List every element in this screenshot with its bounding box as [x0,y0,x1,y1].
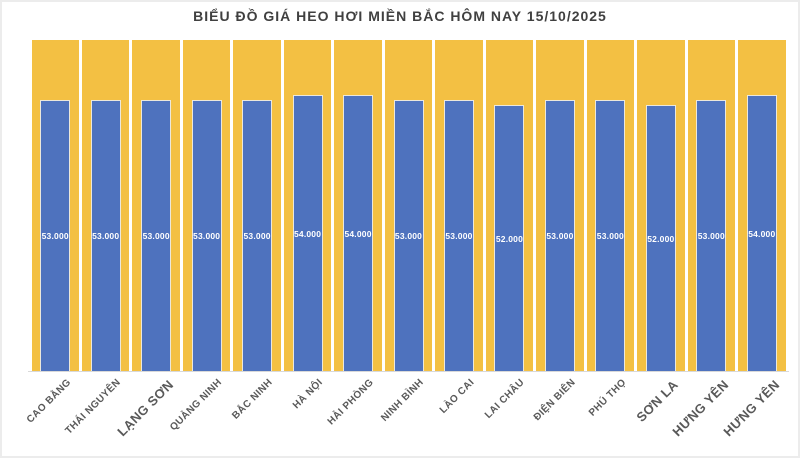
category-cell: 53.000 [535,40,585,371]
category-cell: 54.000 [737,40,787,371]
bar-value-label: 53.000 [92,231,120,242]
category-cell: 53.000 [30,40,80,371]
category-label: NINH BÌNH [379,377,427,424]
x-label-cell: PHÚ THỌ [585,377,635,457]
category-cell: 53.000 [131,40,181,371]
bar-value-label: 53.000 [41,231,69,242]
price-bar: 53.000 [596,101,625,371]
price-bar: 52.000 [495,106,524,371]
category-cell: 54.000 [282,40,332,371]
category-label: PHÚ THỌ [586,377,629,419]
price-bar: 54.000 [344,96,373,371]
category-cell: 53.000 [181,40,231,371]
category-cell: 53.000 [585,40,635,371]
price-bar: 54.000 [293,96,322,371]
price-bar: 53.000 [41,101,70,371]
price-bar: 53.000 [91,101,120,371]
bar-value-label: 53.000 [445,231,473,242]
price-bar: 53.000 [697,101,726,371]
bar-value-label: 52.000 [647,233,675,244]
category-cell: 52.000 [636,40,686,371]
x-label-cell: HẢI PHÒNG [325,377,383,457]
price-bar: 53.000 [545,101,574,371]
x-label-cell: SƠN LA [633,377,686,457]
category-cell: 53.000 [80,40,130,371]
price-bar: 52.000 [646,106,675,371]
price-bar: 53.000 [444,101,473,371]
category-label: ĐIỆN BIÊN [531,377,578,424]
x-label-cell: LÀO CAI [434,377,484,457]
x-axis-line [28,371,789,372]
category-label: HẢI PHÒNG [325,377,376,428]
category-label: BẮC NINH [230,377,275,422]
bar-value-label: 53.000 [596,231,624,242]
plot-area: 53.000 53.000 53.000 53.000 53.000 54.000 54.0… [30,40,787,371]
category-label: LÀO CAI [437,377,477,416]
category-cell: 53.000 [232,40,282,371]
bar-value-label: 53.000 [243,231,271,242]
x-label-cell: HÀ NỘI [282,377,332,457]
x-axis-labels: CAO BẰNG THÁI NGUYÊN LẠNG SƠN QUẢNG NINH BẮC… [24,377,787,457]
x-label-cell: QUẢNG NINH [168,377,231,457]
x-label-cell: ĐIỆN BIÊN [531,377,585,457]
price-bar: 54.000 [747,96,776,371]
x-label-cell: HƯNG YÊN [670,377,736,457]
bar-value-label: 53.000 [546,231,574,242]
bar-value-label: 54.000 [748,228,776,239]
x-label-cell: LẠNG SƠN [115,377,181,457]
category-cell: 53.000 [434,40,484,371]
price-bar: 53.000 [192,101,221,371]
price-bar: 53.000 [142,101,171,371]
x-label-cell: LAI CHÂU [483,377,534,457]
x-label-cell: BẮC NINH [230,377,282,457]
x-label-cell: CAO BẰNG [24,377,80,457]
category-label: HÀ NỘI [291,377,326,412]
chart-title: BIỂU ĐỒ GIÁ HEO HƠI MIỀN BẮC HÔM NAY 15/… [193,8,607,24]
category-label: CAO BẰNG [24,377,74,426]
bar-value-label: 53.000 [697,231,725,242]
x-label-cell: HƯNG YÊN [720,377,787,457]
x-label-cell: NINH BÌNH [379,377,433,457]
bar-value-label: 54.000 [293,228,322,239]
category-cell: 53.000 [383,40,433,371]
price-bar: 53.000 [394,101,423,371]
x-label-cell: THÁI NGUYÊN [64,377,130,457]
category-cell: 53.000 [686,40,736,371]
bar-value-label: 52.000 [495,233,524,244]
bar-value-label: 53.000 [142,231,170,242]
bar-value-label: 53.000 [394,231,423,242]
bar-value-label: 54.000 [344,228,372,239]
bar-value-label: 53.000 [193,231,221,242]
category-cell: 52.000 [484,40,534,371]
price-bar: 53.000 [243,101,272,371]
category-label: SƠN LA [633,377,682,425]
category-cell: 54.000 [333,40,383,371]
category-label: LAI CHÂU [483,377,528,421]
